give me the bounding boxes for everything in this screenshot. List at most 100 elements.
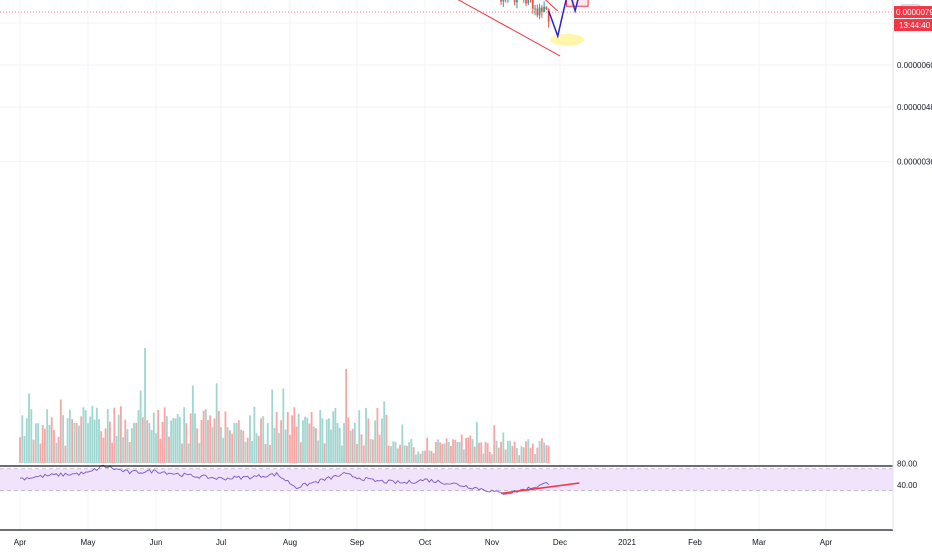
volume-bar (309, 424, 311, 463)
volume-bar (315, 428, 317, 463)
volume-bar (304, 417, 306, 463)
volume-bar (345, 369, 347, 463)
x-tick-label: Apr (14, 538, 27, 547)
y-tick-label: 0.00000600 (897, 61, 932, 70)
volume-bar (201, 420, 203, 463)
candle (539, 8, 541, 16)
volume-bar (530, 448, 532, 463)
x-tick-label: Sep (350, 538, 365, 547)
candle (543, 7, 545, 12)
volume-bar (271, 390, 273, 463)
volume-bar (289, 435, 291, 463)
x-tick-label: May (80, 538, 95, 547)
volume-bar (26, 418, 28, 463)
volume-bar (155, 433, 157, 463)
volume-bar (401, 424, 403, 463)
volume-bar (521, 446, 523, 463)
volume-bar (302, 420, 304, 463)
volume-bar (67, 418, 69, 463)
volume-bar (181, 443, 183, 463)
volume-bar (536, 448, 538, 463)
volume-bar (296, 427, 298, 463)
candle (527, 0, 529, 3)
volume-bar (78, 426, 80, 463)
volume-bar (140, 391, 142, 463)
volume-bar (85, 410, 87, 463)
volume-bar (247, 438, 249, 463)
volume-bar (127, 429, 129, 463)
volume-bar (111, 443, 113, 463)
volume-bar (144, 348, 146, 463)
volume-bar (207, 420, 209, 463)
volume-bar (159, 439, 161, 463)
volume-bar (276, 412, 278, 463)
volume-bar (87, 423, 89, 463)
volume-bar (502, 432, 504, 463)
volume-bar (525, 441, 527, 463)
volume-bar (461, 435, 463, 463)
volume-bar (411, 439, 413, 463)
rsi-tick-label: 80.00 (897, 459, 918, 468)
volume-bar (172, 418, 174, 463)
x-tick-label: Jun (150, 538, 163, 547)
candle (502, 0, 504, 1)
volume-bar (332, 411, 334, 463)
x-tick-label: Oct (419, 538, 432, 547)
volume-bar (465, 438, 467, 463)
volume-bar (439, 442, 441, 463)
volume-bar (441, 444, 443, 463)
volume-bar (227, 427, 229, 463)
volume-bar (505, 450, 507, 463)
volume-bar (395, 442, 397, 463)
volume-bar (98, 419, 100, 463)
volume-bar (386, 415, 388, 463)
volume-bar (69, 410, 71, 463)
volume-bar (122, 437, 124, 463)
volume-bar (467, 437, 469, 463)
x-tick-label: Dec (553, 538, 567, 547)
volume-bar (546, 445, 548, 463)
volume-bar (164, 407, 166, 463)
volume-bar (390, 446, 392, 463)
volume-bar (343, 423, 345, 463)
volume-bar (534, 454, 536, 463)
volume-bar (260, 418, 262, 463)
volume-bar (253, 407, 255, 463)
volume-bar (231, 434, 233, 463)
volume-bar (285, 429, 287, 463)
volume-bar (262, 416, 264, 463)
volume-bar (476, 422, 478, 463)
volume-bar (37, 423, 39, 463)
volume-bar (62, 415, 64, 463)
volume-bar (83, 407, 85, 463)
volume-bar (192, 386, 194, 463)
volume-bar (509, 441, 511, 463)
volume-bar (116, 436, 118, 463)
volume-bar (459, 442, 461, 463)
volume-bar (196, 428, 198, 463)
volume-bar (543, 443, 545, 463)
candle (525, 0, 527, 3)
volume-bar (367, 418, 369, 463)
volume-bar (35, 423, 37, 463)
volume-bar (179, 417, 181, 463)
volume-bar (326, 419, 328, 463)
volume-bar (539, 441, 541, 463)
volume-bar (361, 434, 363, 463)
volume-bar (300, 442, 302, 463)
x-tick-label: 2021 (618, 538, 636, 547)
y-tick-label: 0.00000360 (897, 157, 932, 166)
volume-bar (507, 441, 509, 463)
volume-bar (46, 409, 48, 463)
volume-bar (347, 418, 349, 463)
volume-bar (374, 420, 376, 463)
last-price-label: 0.00000795 (896, 8, 932, 17)
volume-bar (245, 442, 247, 463)
volume-bar (162, 422, 164, 463)
volume-bar (350, 431, 352, 463)
candle (514, 0, 516, 2)
support-zone (550, 34, 584, 46)
volume-bar (487, 443, 489, 463)
